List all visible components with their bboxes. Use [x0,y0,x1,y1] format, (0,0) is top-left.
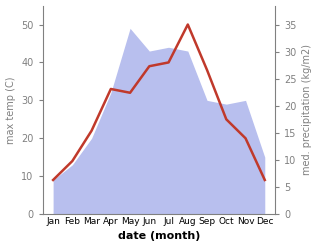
Y-axis label: max temp (C): max temp (C) [5,76,16,144]
X-axis label: date (month): date (month) [118,231,200,242]
Y-axis label: med. precipitation (kg/m2): med. precipitation (kg/m2) [302,44,313,175]
